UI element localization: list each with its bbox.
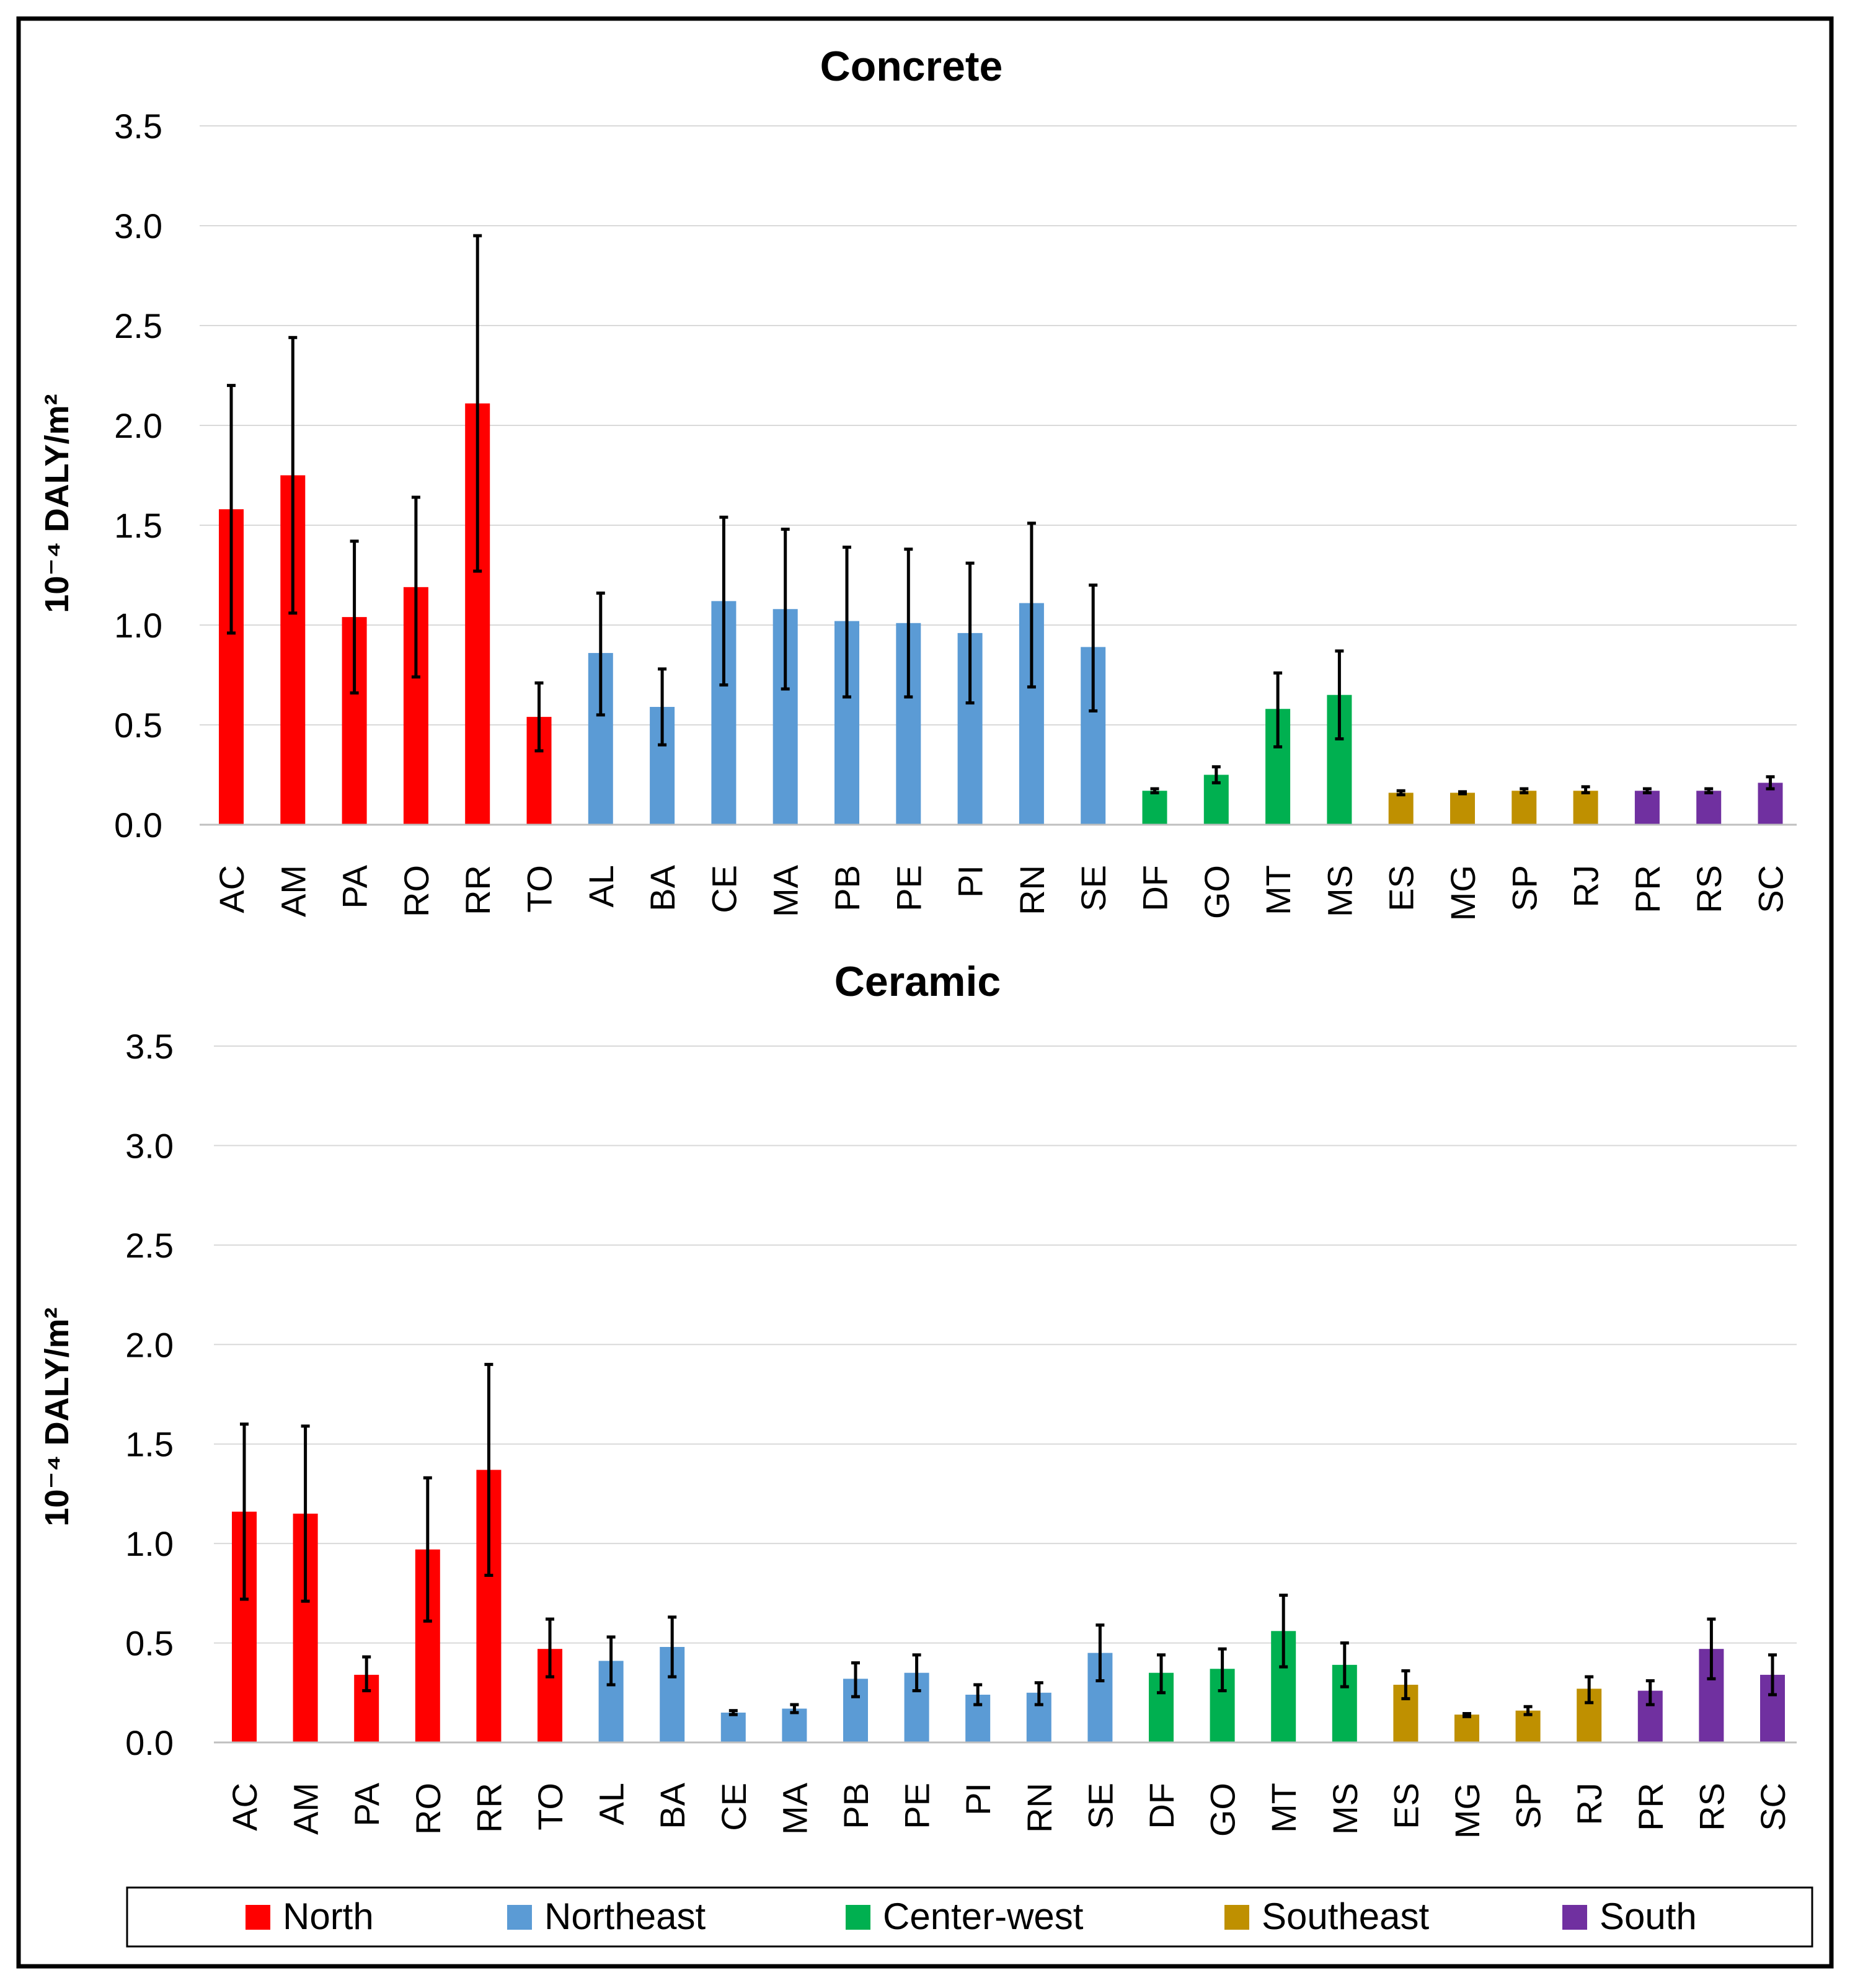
legend-box: [126, 1886, 1813, 1948]
bar-ceramic-ce: [720, 1712, 746, 1742]
x-tick-label: AL: [582, 865, 621, 908]
x-tick-label: BA: [653, 1782, 692, 1829]
y-tick-label: 3.0: [125, 1126, 174, 1165]
x-tick-label: RR: [469, 1783, 508, 1833]
x-tick-label: DF: [1142, 1783, 1181, 1829]
x-tick-label: BA: [643, 864, 682, 911]
legend-swatch-center-west: [846, 1905, 870, 1930]
x-tick-label: SE: [1074, 865, 1113, 912]
y-tick-label: 2.0: [125, 1325, 174, 1364]
x-tick-label: RN: [1020, 1783, 1059, 1833]
x-tick-label: RJ: [1570, 1783, 1609, 1825]
y-tick-label: 1.0: [114, 606, 162, 645]
legend-label-south: South: [1600, 1896, 1697, 1937]
legend-label-center-west: Center-west: [883, 1896, 1084, 1937]
y-tick-label: 2.0: [114, 406, 162, 445]
legend-label-southeast: Southeast: [1262, 1896, 1430, 1937]
x-tick-label: TO: [531, 1783, 570, 1830]
x-tick-label: PA: [335, 864, 374, 908]
chart-title-concrete: Concrete: [820, 43, 1003, 90]
y-tick-label: 0.0: [114, 805, 162, 845]
x-tick-label: PR: [1631, 1783, 1670, 1831]
x-tick-label: GO: [1197, 865, 1236, 919]
y-tick-label: 3.5: [114, 107, 162, 146]
legend-swatch-south: [1562, 1905, 1587, 1930]
bar-concrete-es: [1388, 792, 1414, 825]
bar-concrete-df: [1142, 791, 1167, 825]
y-axis-label-concrete: 10⁻⁴ DALY/m²: [38, 394, 76, 613]
x-tick-label: RR: [458, 865, 497, 915]
x-tick-label: SC: [1751, 865, 1790, 913]
x-tick-label: MS: [1326, 1783, 1365, 1835]
x-tick-label: AC: [212, 865, 251, 913]
x-tick-label: CE: [704, 865, 743, 913]
x-tick-label: MG: [1448, 1783, 1487, 1839]
concrete-chart: Concrete 10⁻⁴ DALY/m² 0.0 0.5 1.0 1.5 2.0 2.5…: [38, 43, 1797, 921]
x-tick-label: RS: [1692, 1783, 1731, 1831]
x-tick-label: RJ: [1567, 865, 1606, 907]
bar-ceramic-mg: [1454, 1715, 1479, 1742]
x-tick-label: MS: [1320, 865, 1359, 917]
x-tick-label: SE: [1081, 1783, 1120, 1829]
legend-label-northeast: Northeast: [544, 1896, 706, 1937]
x-tick-label: SC: [1753, 1783, 1792, 1831]
x-tick-label: PI: [958, 1783, 998, 1816]
y-tick-label: 1.0: [125, 1524, 174, 1563]
x-tick-label: PB: [836, 1783, 875, 1829]
legend-swatch-southeast: [1224, 1905, 1249, 1930]
x-tick-label: PA: [347, 1782, 386, 1826]
bar-concrete-mg: [1450, 792, 1475, 825]
x-tick-label: PR: [1628, 865, 1667, 913]
figure-border: [16, 16, 1834, 1969]
bar-concrete-rj: [1573, 791, 1598, 825]
y-tick-label: 1.5: [114, 506, 162, 545]
bar-concrete-pr: [1634, 791, 1660, 825]
y-tick-label: 3.0: [114, 206, 162, 246]
x-tick-label: AC: [225, 1783, 264, 1831]
x-tick-label: MT: [1259, 865, 1298, 915]
x-tick-label: MA: [766, 864, 805, 917]
y-axis-label-ceramic: 10⁻⁴ DALY/m²: [38, 1307, 76, 1526]
x-tick-label: SP: [1505, 865, 1544, 912]
y-tick-label: 0.5: [114, 706, 162, 745]
x-tick-label: AM: [286, 1783, 325, 1835]
x-tick-label: RS: [1689, 865, 1728, 913]
x-tick-label: RN: [1012, 865, 1051, 915]
ceramic-chart: Ceramic 10⁻⁴ DALY/m² 0.0 0.5 1.0 1.5 2.0 2.5 3…: [38, 958, 1797, 1839]
bar-concrete-rs: [1696, 791, 1722, 825]
x-tick-label: DF: [1136, 865, 1175, 912]
y-tick-label: 0.5: [125, 1624, 174, 1663]
x-tick-label: RO: [409, 1783, 448, 1835]
legend: North Northeast Center-west Southeast So…: [126, 1886, 1813, 1948]
y-tick-label: 1.5: [125, 1425, 174, 1464]
x-tick-label: PI: [951, 865, 990, 898]
x-tick-label: SP: [1509, 1783, 1548, 1829]
x-tick-label: PB: [828, 865, 867, 912]
x-tick-label: AM: [273, 865, 312, 917]
legend-label-north: North: [283, 1896, 374, 1937]
x-tick-label: TO: [520, 865, 559, 913]
y-tick-label: 2.5: [114, 306, 162, 345]
x-tick-label: RO: [397, 865, 436, 917]
x-tick-label: CE: [714, 1783, 753, 1831]
bar-concrete-sp: [1511, 791, 1537, 825]
bar-ceramic-ma: [782, 1708, 807, 1742]
legend-swatch-northeast: [507, 1905, 532, 1930]
y-tick-label: 3.5: [125, 1027, 174, 1066]
x-tick-label: GO: [1203, 1783, 1242, 1837]
y-tick-label: 0.0: [125, 1723, 174, 1762]
x-tick-label: MG: [1443, 865, 1482, 921]
x-tick-label: PE: [889, 865, 928, 912]
x-tick-label: PE: [898, 1783, 937, 1829]
x-tick-label: MT: [1264, 1783, 1303, 1833]
x-tick-label: ES: [1382, 865, 1421, 912]
y-tick-label: 2.5: [125, 1226, 174, 1265]
x-tick-label: MA: [775, 1782, 814, 1835]
legend-swatch-north: [246, 1905, 270, 1930]
chart-title-ceramic: Ceramic: [834, 958, 1001, 1005]
x-tick-label: ES: [1386, 1783, 1425, 1829]
x-tick-label: AL: [592, 1783, 631, 1826]
